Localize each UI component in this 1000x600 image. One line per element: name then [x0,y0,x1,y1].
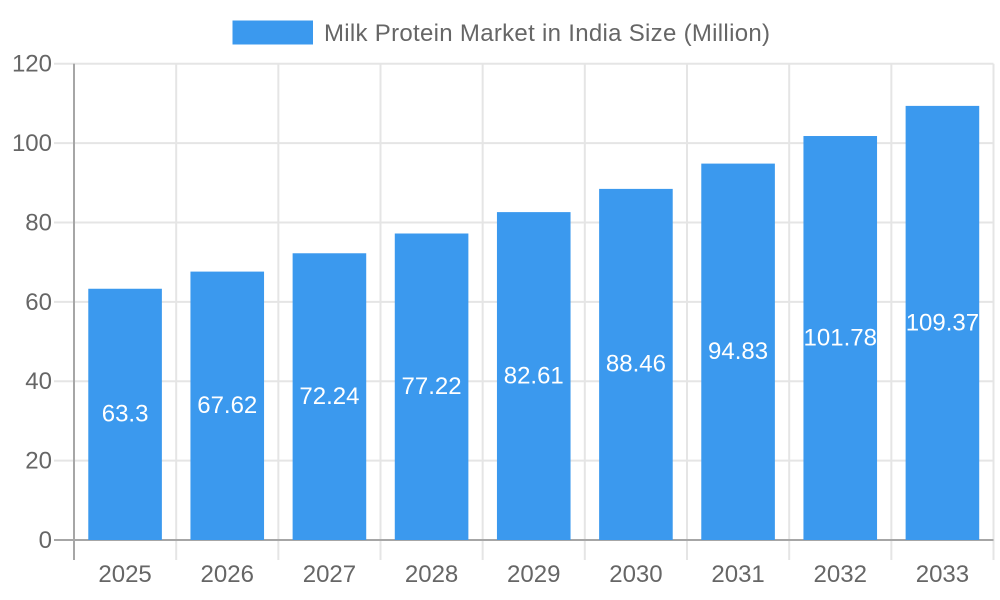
svg-text:100: 100 [12,130,52,157]
svg-text:88.46: 88.46 [606,351,666,378]
svg-text:2033: 2033 [916,561,969,588]
svg-text:82.61: 82.61 [504,362,564,389]
svg-text:72.24: 72.24 [299,383,359,410]
svg-text:60: 60 [25,289,52,316]
svg-text:20: 20 [25,448,52,475]
svg-text:2027: 2027 [303,561,356,588]
svg-text:80: 80 [25,210,52,237]
svg-text:2029: 2029 [507,561,560,588]
svg-text:2028: 2028 [405,561,458,588]
svg-text:2026: 2026 [201,561,254,588]
svg-text:67.62: 67.62 [197,392,257,419]
svg-text:109.37: 109.37 [906,309,979,336]
svg-text:63.3: 63.3 [102,401,149,428]
svg-text:94.83: 94.83 [708,338,768,365]
svg-text:2025: 2025 [98,561,151,588]
svg-text:2031: 2031 [711,561,764,588]
svg-text:120: 120 [12,51,52,78]
svg-text:40: 40 [25,368,52,395]
svg-text:2032: 2032 [814,561,867,588]
svg-text:77.22: 77.22 [402,373,462,400]
svg-text:0: 0 [39,527,52,554]
svg-text:2030: 2030 [609,561,662,588]
svg-text:Milk Protein Market in India S: Milk Protein Market in India Size (Milli… [324,20,770,47]
svg-text:101.78: 101.78 [804,324,877,351]
